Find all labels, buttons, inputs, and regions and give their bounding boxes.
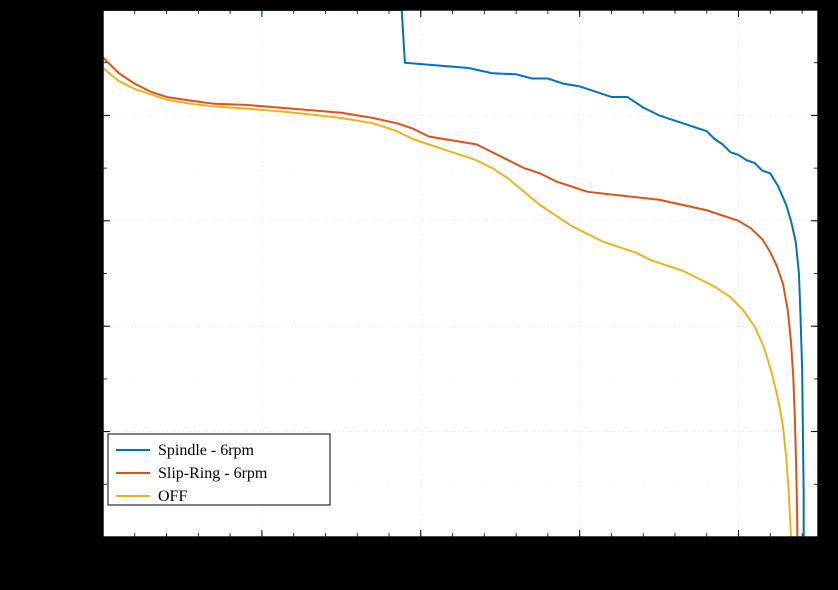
legend-label-0: Spindle - 6rpm <box>158 442 255 459</box>
chart: Spindle - 6rpm Slip-Ring - 6rpm OFF <box>0 0 838 590</box>
legend-label-1: Slip-Ring - 6rpm <box>158 465 268 482</box>
legend-label-2: OFF <box>158 488 187 505</box>
legend: Spindle - 6rpm Slip-Ring - 6rpm OFF <box>108 434 330 505</box>
